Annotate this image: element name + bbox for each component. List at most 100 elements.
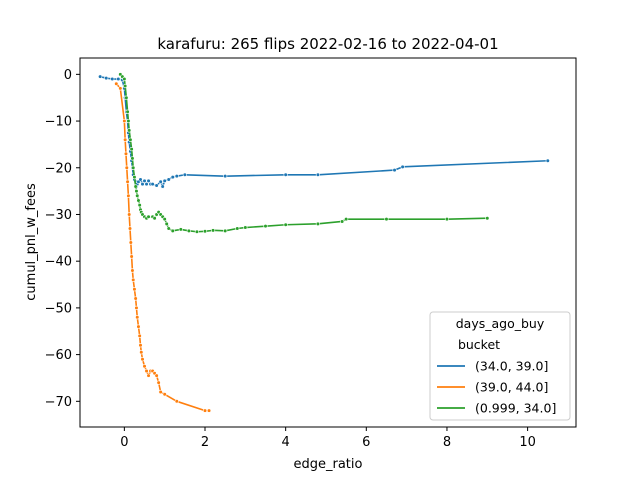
data-point bbox=[146, 373, 151, 378]
data-point bbox=[315, 221, 321, 226]
x-axis-label: edge_ratio bbox=[294, 457, 363, 472]
legend-box bbox=[429, 311, 571, 421]
data-point bbox=[135, 193, 140, 198]
data-point bbox=[223, 174, 228, 179]
series-line bbox=[119, 73, 488, 233]
data-point bbox=[170, 175, 175, 180]
y-tick-label: −20 bbox=[45, 161, 72, 176]
data-point bbox=[146, 178, 151, 183]
data-point bbox=[344, 217, 349, 222]
legend-entry-label: (34.0, 39.0] bbox=[475, 359, 548, 374]
data-point bbox=[135, 315, 140, 320]
data-point bbox=[138, 343, 143, 348]
data-point bbox=[136, 324, 141, 329]
x-tick-label: 10 bbox=[519, 435, 536, 450]
x-tick-label: 2 bbox=[201, 435, 209, 450]
data-point bbox=[129, 254, 134, 259]
data-point bbox=[158, 179, 163, 184]
data-point bbox=[210, 228, 216, 233]
data-point bbox=[178, 227, 183, 232]
legend-title-line1: days_ago_buy bbox=[456, 316, 545, 331]
data-point bbox=[124, 165, 129, 170]
data-point bbox=[131, 165, 136, 170]
data-point bbox=[123, 137, 128, 142]
legend-entries: (34.0, 39.0] (39.0, 44.0] (0.999, 34.0] bbox=[437, 359, 556, 416]
data-point bbox=[144, 368, 149, 374]
data-point bbox=[194, 229, 200, 234]
y-axis-label: cumul_pnl_w_fees bbox=[24, 183, 39, 301]
data-point bbox=[186, 228, 191, 233]
series-2 bbox=[118, 72, 490, 234]
data-point bbox=[134, 189, 139, 194]
data-point bbox=[162, 392, 167, 397]
series-line bbox=[99, 75, 548, 188]
chart-title: karafuru: 265 flips 2022-02-16 to 2022-0… bbox=[157, 35, 498, 53]
data-point bbox=[130, 268, 135, 273]
data-point bbox=[140, 182, 145, 187]
data-point bbox=[154, 373, 159, 378]
x-tick-label: 6 bbox=[362, 435, 370, 450]
data-point bbox=[164, 221, 169, 226]
data-point bbox=[182, 172, 187, 177]
data-point bbox=[134, 305, 139, 310]
data-point bbox=[174, 399, 179, 404]
x-tick-label: 8 bbox=[443, 435, 451, 450]
data-point bbox=[138, 177, 143, 182]
data-point bbox=[400, 164, 405, 169]
data-point bbox=[243, 225, 248, 230]
data-point bbox=[223, 228, 228, 233]
y-tick-label: −60 bbox=[45, 348, 72, 363]
data-point bbox=[235, 226, 240, 231]
data-point bbox=[128, 240, 133, 245]
data-point bbox=[150, 182, 155, 187]
data-point bbox=[140, 357, 145, 362]
data-point bbox=[133, 184, 138, 189]
y-tick-label: −40 bbox=[45, 255, 72, 270]
data-point bbox=[132, 287, 137, 292]
data-point bbox=[133, 296, 138, 301]
y-tick-label: −50 bbox=[45, 301, 72, 316]
data-point bbox=[162, 217, 167, 222]
data-point bbox=[545, 158, 550, 163]
data-point bbox=[98, 74, 103, 79]
y-tick-label: −70 bbox=[45, 395, 72, 410]
data-point bbox=[130, 156, 135, 161]
data-point bbox=[166, 226, 171, 231]
series-layer bbox=[98, 72, 550, 413]
data-point bbox=[384, 217, 389, 222]
data-point bbox=[485, 216, 490, 221]
data-point bbox=[122, 76, 127, 82]
data-point bbox=[206, 408, 212, 413]
data-point bbox=[160, 184, 165, 189]
data-point bbox=[127, 226, 133, 231]
data-point bbox=[315, 172, 321, 177]
data-point bbox=[152, 216, 157, 221]
data-point bbox=[136, 198, 141, 203]
data-point bbox=[125, 179, 130, 184]
data-point bbox=[144, 182, 149, 187]
x-axis: 0 2 4 6 8 10 bbox=[120, 427, 536, 450]
data-point bbox=[104, 75, 109, 81]
data-point bbox=[137, 333, 142, 339]
data-point bbox=[142, 178, 147, 183]
data-point bbox=[123, 151, 129, 156]
data-point bbox=[122, 118, 127, 124]
data-point bbox=[283, 172, 288, 177]
legend: days_ago_buy bucket (34.0, 39.0] (39.0, 4… bbox=[429, 311, 571, 421]
data-point bbox=[139, 350, 144, 355]
y-tick-label: −10 bbox=[45, 115, 72, 130]
data-point bbox=[118, 86, 123, 91]
data-point bbox=[128, 137, 133, 142]
data-point bbox=[116, 76, 121, 82]
x-tick-label: 4 bbox=[282, 435, 290, 450]
data-point bbox=[126, 118, 131, 124]
data-point bbox=[142, 364, 147, 369]
legend-entry-label: (0.999, 34.0] bbox=[475, 401, 556, 416]
data-point bbox=[392, 168, 397, 173]
data-point bbox=[202, 229, 208, 234]
data-point bbox=[110, 76, 115, 82]
series-1 bbox=[114, 81, 212, 413]
data-point bbox=[170, 228, 175, 233]
legend-entry-label: (39.0, 44.0] bbox=[475, 380, 548, 395]
